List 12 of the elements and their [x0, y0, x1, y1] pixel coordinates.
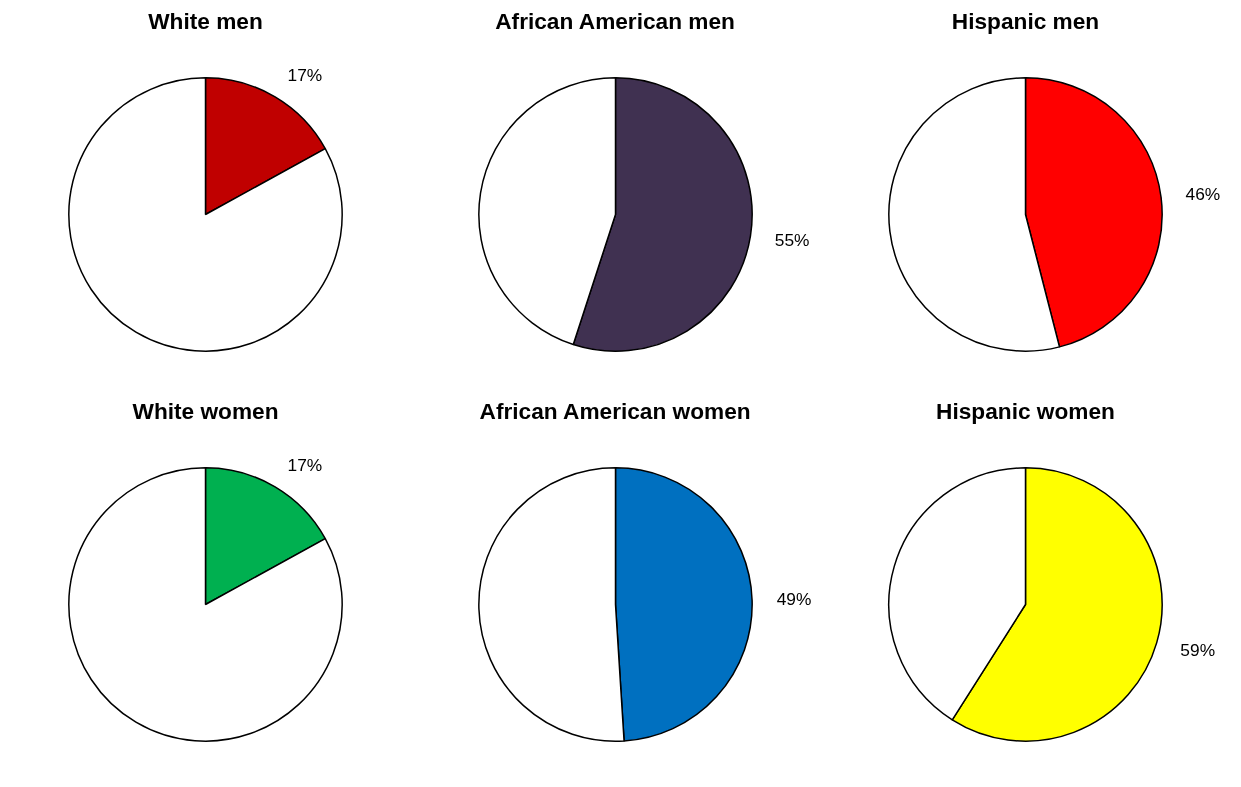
data-label: 46% [1185, 184, 1221, 205]
chart-title: White men [148, 7, 263, 34]
data-label: 55% [774, 229, 810, 250]
chart-title: African American men [495, 7, 735, 34]
data-label: 17% [287, 64, 323, 85]
chart-title: African American women [479, 397, 751, 424]
data-label: 49% [776, 589, 812, 610]
data-label: 59% [1180, 639, 1216, 660]
data-label: 17% [287, 454, 323, 475]
chart-title: Hispanic women [936, 397, 1115, 424]
chart-title: White women [132, 397, 279, 424]
chart-title: Hispanic men [951, 7, 1100, 34]
